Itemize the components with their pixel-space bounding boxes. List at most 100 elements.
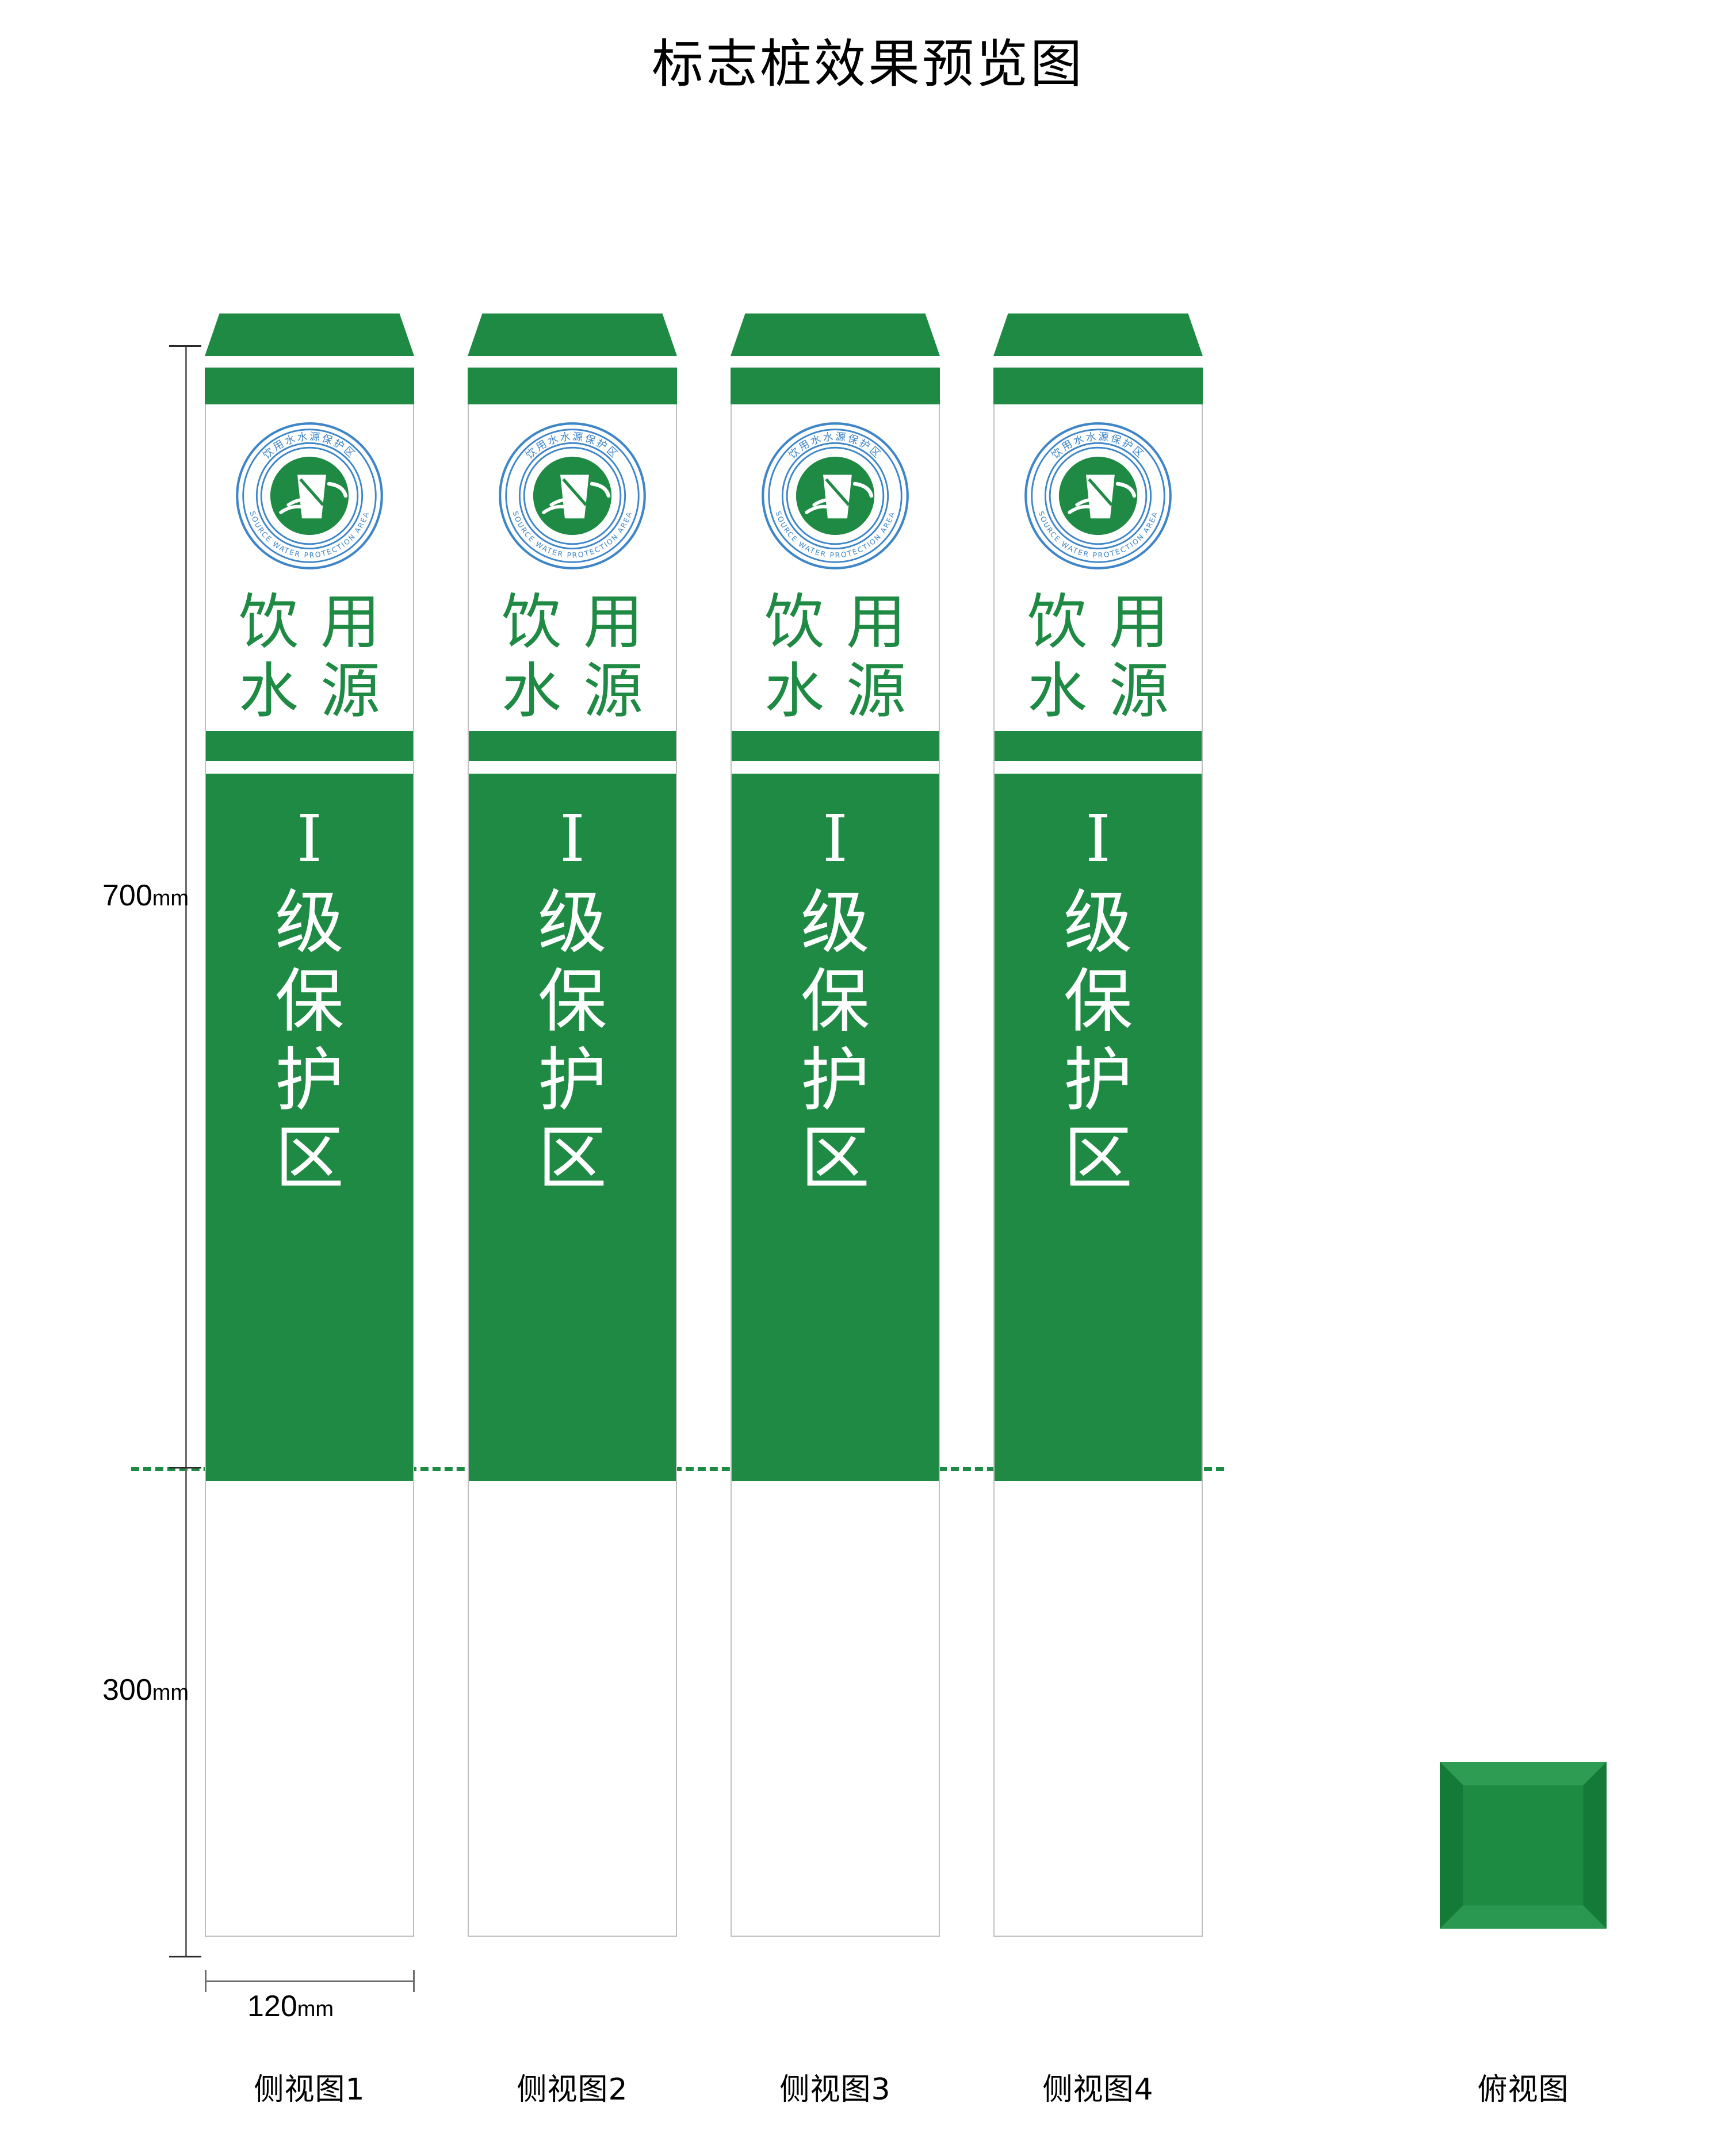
- post-cap: [731, 313, 940, 356]
- post-mid-band: [206, 731, 413, 761]
- head-char-2: 水: [238, 656, 299, 726]
- dim-700-value: 700: [102, 879, 152, 912]
- post-head-text: 饮 用 水 源: [732, 587, 939, 731]
- post-green-panel: Ⅰ 级 保 护 区: [206, 774, 413, 1481]
- emblem-wrap: 饮用水水源保护区 SOURCE WATER PROTECTION AREA: [732, 404, 939, 587]
- post-top-band: [993, 368, 1203, 404]
- water-source-protection-emblem-icon: 饮用水水源保护区 SOURCE WATER PROTECTION AREA: [1024, 422, 1172, 569]
- dim-300-unit: mm: [152, 1681, 189, 1705]
- panel-char-4: 区: [1064, 1119, 1133, 1199]
- panel-char-3: 护: [275, 1040, 344, 1121]
- post-cap-gap: [205, 356, 414, 368]
- head-char-0: 饮: [238, 587, 299, 657]
- panel-char-1: 级: [275, 883, 344, 963]
- water-source-protection-emblem-icon: 饮用水水源保护区 SOURCE WATER PROTECTION AREA: [236, 422, 383, 569]
- caption-side-view-4: 侧视图4: [1042, 2072, 1154, 2107]
- dimension-label-700mm: 700mm: [102, 878, 189, 913]
- dimension-tick-top: [169, 345, 201, 347]
- head-char-2: 水: [1027, 656, 1087, 726]
- post-mid-gap: [732, 761, 939, 774]
- water-source-protection-emblem-icon: 饮用水水源保护区 SOURCE WATER PROTECTION AREA: [499, 422, 646, 569]
- post-mid-gap: [469, 761, 676, 774]
- post-green-panel: Ⅰ 级 保 护 区: [995, 774, 1202, 1481]
- post-top-band: [731, 368, 940, 404]
- post-cap: [205, 313, 414, 356]
- post-body: 饮用水水源保护区 SOURCE WATER PROTECTION AREA 饮 …: [731, 404, 940, 1937]
- post-below-ground: [469, 1481, 676, 1937]
- panel-char-1: 级: [1064, 883, 1133, 963]
- panel-char-4: 区: [538, 1119, 607, 1199]
- post-below-ground: [206, 1481, 413, 1937]
- head-char-3: 源: [583, 656, 643, 726]
- head-char-3: 源: [1108, 656, 1169, 726]
- panel-char-3: 护: [538, 1040, 607, 1121]
- post-body: 饮用水水源保护区 SOURCE WATER PROTECTION AREA 饮 …: [468, 404, 677, 1937]
- post-cap: [993, 313, 1203, 356]
- panel-char-4: 区: [801, 1119, 870, 1199]
- post-cap-gap: [731, 356, 940, 368]
- panel-char-0: Ⅰ: [559, 802, 586, 877]
- post-below-ground: [732, 1481, 939, 1937]
- width-dimension-end-right: [413, 1970, 415, 1992]
- width-dimension-end-left: [205, 1970, 207, 1992]
- post-head-text: 饮 用 水 源: [206, 587, 413, 731]
- post-body: 饮用水水源保护区 SOURCE WATER PROTECTION AREA 饮 …: [205, 404, 414, 1937]
- panel-char-4: 区: [275, 1119, 344, 1199]
- caption-side-view-2: 侧视图2: [517, 2072, 628, 2107]
- dimension-tick-mid: [169, 1467, 201, 1469]
- post-green-panel: Ⅰ 级 保 护 区: [732, 774, 939, 1481]
- post-mid-band: [732, 731, 939, 761]
- post-cap-gap: [993, 356, 1203, 368]
- head-char-2: 水: [764, 656, 824, 726]
- panel-char-3: 护: [801, 1040, 870, 1121]
- top-view-shape: [1440, 1762, 1607, 1929]
- post-mid-band: [469, 731, 676, 761]
- post-top-band: [205, 368, 414, 404]
- panel-char-0: Ⅰ: [296, 802, 323, 877]
- head-char-1: 用: [583, 587, 643, 657]
- head-char-2: 水: [501, 656, 561, 726]
- post-cap-gap: [468, 356, 677, 368]
- caption-side-view-3: 侧视图3: [779, 2072, 891, 2107]
- marker-post-2[interactable]: 饮用水水源保护区 SOURCE WATER PROTECTION AREA 饮 …: [468, 313, 677, 1937]
- marker-post-4[interactable]: 饮用水水源保护区 SOURCE WATER PROTECTION AREA 饮 …: [993, 313, 1203, 1937]
- dimension-label-120mm: 120mm: [247, 1989, 334, 2024]
- dim-120-value: 120: [247, 1990, 297, 2023]
- head-char-0: 饮: [764, 587, 824, 657]
- head-char-1: 用: [846, 587, 906, 657]
- dim-120-unit: mm: [297, 1997, 334, 2021]
- dim-700-unit: mm: [152, 886, 189, 911]
- post-green-panel: Ⅰ 级 保 护 区: [469, 774, 676, 1481]
- marker-post-1[interactable]: 饮用水水源保护区 SOURCE WATER PROTECTION AREA 饮 …: [205, 313, 414, 1937]
- water-source-protection-emblem-icon: 饮用水水源保护区 SOURCE WATER PROTECTION AREA: [762, 422, 909, 569]
- post-body: 饮用水水源保护区 SOURCE WATER PROTECTION AREA 饮 …: [993, 404, 1203, 1937]
- panel-char-0: Ⅰ: [822, 802, 848, 877]
- ground-level-dashed-line: [131, 1467, 1224, 1471]
- post-mid-gap: [995, 761, 1202, 774]
- marker-post-3[interactable]: 饮用水水源保护区 SOURCE WATER PROTECTION AREA 饮 …: [731, 313, 940, 1937]
- post-mid-band: [995, 731, 1202, 761]
- panel-char-2: 保: [1064, 961, 1133, 1042]
- panel-char-2: 保: [538, 961, 607, 1042]
- post-head-text: 饮 用 水 源: [469, 587, 676, 731]
- panel-char-2: 保: [275, 961, 344, 1042]
- emblem-wrap: 饮用水水源保护区 SOURCE WATER PROTECTION AREA: [469, 404, 676, 587]
- post-below-ground: [995, 1481, 1202, 1937]
- top-view-bevel-square-icon: [1440, 1762, 1607, 1929]
- page-title: 标志桩效果预览图: [652, 34, 1084, 94]
- post-head-text: 饮 用 水 源: [995, 587, 1202, 731]
- panel-char-3: 护: [1064, 1040, 1133, 1121]
- dim-300-value: 300: [102, 1673, 152, 1707]
- post-top-band: [468, 368, 677, 404]
- post-cap: [468, 313, 677, 356]
- head-char-1: 用: [1108, 587, 1169, 657]
- width-dimension-line: [205, 1980, 414, 1982]
- dimension-tick-bottom: [169, 1956, 201, 1957]
- emblem-wrap: 饮用水水源保护区 SOURCE WATER PROTECTION AREA: [995, 404, 1202, 587]
- post-mid-gap: [206, 761, 413, 774]
- dimension-line-vertical: [185, 345, 187, 1956]
- panel-char-2: 保: [801, 961, 870, 1042]
- caption-side-view-1: 侧视图1: [254, 2072, 365, 2107]
- panel-char-1: 级: [538, 883, 607, 963]
